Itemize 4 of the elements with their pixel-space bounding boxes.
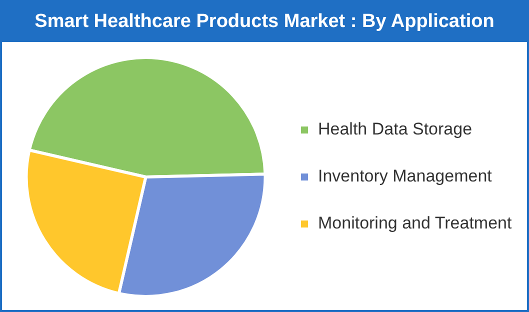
chart-title: Smart Healthcare Products Market : By Application: [2, 2, 527, 42]
legend-label: Health Data Storage: [318, 120, 472, 139]
legend-label: Inventory Management: [318, 166, 492, 186]
legend-label: Monitoring and Treatment: [318, 214, 512, 233]
